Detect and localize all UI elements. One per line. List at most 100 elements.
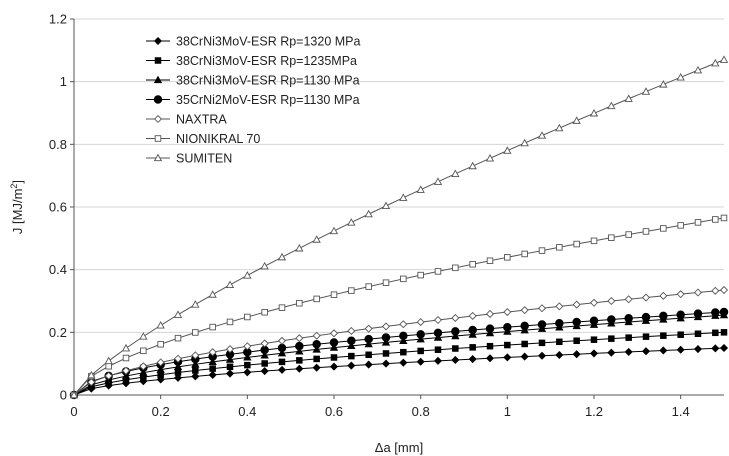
data-point xyxy=(295,341,304,351)
legend-label: 38CrNi3MoV-ESR Rp=1235MPa xyxy=(176,54,357,68)
series-line xyxy=(73,347,725,396)
legend-marker xyxy=(153,75,163,84)
data-point xyxy=(348,352,355,360)
x-tick-labels: 0 0.2 0.4 0.6 0.8 1 1.2 1.4 xyxy=(70,395,690,419)
data-point xyxy=(452,264,459,272)
data-point xyxy=(260,261,269,270)
data-point xyxy=(555,123,564,132)
data-point xyxy=(364,360,373,369)
data-point xyxy=(555,302,564,311)
data-point xyxy=(400,348,407,356)
data-point xyxy=(382,350,390,357)
data-point xyxy=(537,320,547,329)
data-point xyxy=(260,367,269,376)
data-point xyxy=(589,316,599,325)
data-point xyxy=(624,295,633,304)
x-tick-label: 0.8 xyxy=(412,404,430,419)
data-point xyxy=(312,345,321,353)
data-point xyxy=(468,325,477,335)
data-point xyxy=(608,335,615,342)
data-point xyxy=(676,290,685,299)
data-point xyxy=(417,347,424,355)
series-line xyxy=(73,217,725,396)
x-tick-label: 0 xyxy=(70,404,77,419)
y-tick-labels: 0 0.2 0.4 0.6 0.8 1 1.2 xyxy=(49,12,74,403)
data-point xyxy=(364,209,373,218)
data-point xyxy=(399,336,408,344)
legend-marker xyxy=(153,95,163,104)
data-point xyxy=(433,356,443,365)
y-tick-label: 0.8 xyxy=(49,137,67,152)
y-axis-title: J [MJ/m2] xyxy=(9,180,25,234)
data-point xyxy=(278,304,286,311)
legend-label: NAXTRA xyxy=(176,113,227,127)
data-point xyxy=(503,322,512,332)
legend-entry: SUMITEN xyxy=(146,152,232,166)
data-point xyxy=(719,285,729,295)
data-point xyxy=(572,300,581,309)
data-point xyxy=(244,361,251,369)
legend: 38CrNi3MoV-ESR Rp=1320 MPa 38CrNi3MoV-ESR… xyxy=(146,35,361,166)
y-tick-label: 1 xyxy=(60,74,67,89)
data-point xyxy=(416,185,425,193)
data-point xyxy=(140,347,147,355)
data-point xyxy=(157,340,164,348)
legend-marker xyxy=(153,114,163,124)
data-point xyxy=(87,378,96,387)
data-point xyxy=(87,370,96,379)
data-point xyxy=(243,271,252,279)
data-point xyxy=(174,369,182,376)
data-point xyxy=(711,344,720,353)
data-point xyxy=(659,311,668,321)
data-point xyxy=(590,237,598,245)
legend-entry: NIONIKRAL 70 xyxy=(146,132,260,146)
data-point xyxy=(364,334,373,344)
y-tick-label: 1.2 xyxy=(49,12,67,27)
data-point xyxy=(105,362,112,370)
legend-entry: 35CrNi2MoV-ESR Rp=1130 MPa xyxy=(146,93,360,107)
data-point xyxy=(364,339,373,348)
data-point xyxy=(693,345,703,354)
data-point xyxy=(521,250,528,258)
data-point xyxy=(364,324,373,333)
data-point xyxy=(719,307,729,317)
data-point xyxy=(676,310,685,320)
data-point xyxy=(347,341,356,350)
y-axis-title-superscript: 2 xyxy=(9,184,19,189)
data-point xyxy=(608,234,615,241)
data-point xyxy=(660,332,667,339)
data-point xyxy=(659,291,668,300)
data-point xyxy=(192,329,199,336)
data-point xyxy=(641,312,651,322)
data-point xyxy=(399,358,408,367)
data-point xyxy=(399,193,408,201)
legend-label: 35CrNi2MoV-ESR Rp=1130 MPa xyxy=(176,93,360,107)
legend-marker xyxy=(154,135,162,142)
data-point xyxy=(173,362,183,371)
data-point xyxy=(677,222,684,229)
data-point xyxy=(468,355,477,364)
data-point xyxy=(139,368,148,376)
series-6 xyxy=(70,214,728,399)
data-point xyxy=(208,290,217,298)
legend-marker xyxy=(154,57,162,64)
data-point xyxy=(243,368,252,377)
data-point xyxy=(296,357,303,364)
data-point xyxy=(641,347,651,356)
data-point xyxy=(676,345,685,354)
data-point xyxy=(469,344,476,351)
data-point xyxy=(243,353,252,361)
x-tick-label: 1 xyxy=(504,404,511,419)
series-5 xyxy=(69,285,729,400)
data-point xyxy=(676,72,685,81)
data-point xyxy=(191,351,200,360)
data-point xyxy=(260,339,269,348)
data-point xyxy=(538,339,546,347)
data-point xyxy=(719,343,729,353)
data-point xyxy=(381,359,391,368)
data-point xyxy=(381,333,391,342)
data-point xyxy=(312,235,321,243)
data-point xyxy=(399,331,408,341)
data-point xyxy=(572,116,581,124)
